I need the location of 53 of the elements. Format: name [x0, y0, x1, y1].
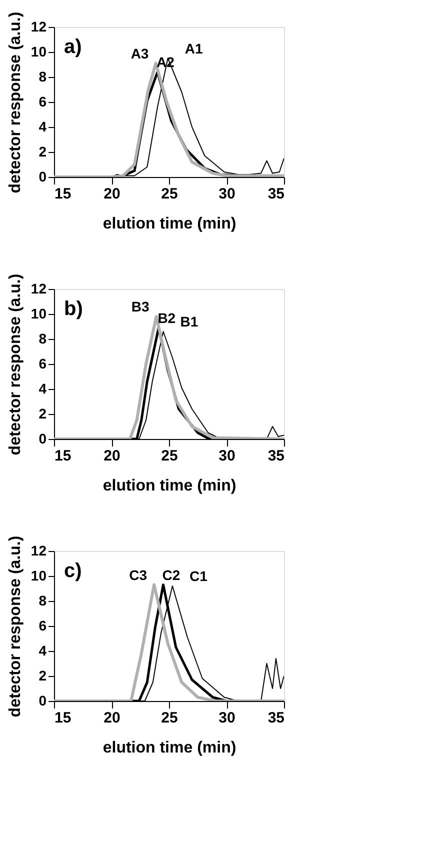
series-label: B2 — [158, 310, 176, 326]
x-tick-label: 35 — [268, 186, 284, 202]
x-tick-label: 25 — [161, 186, 178, 202]
y-tick-label: 8 — [38, 592, 47, 608]
y-tick-label: 4 — [38, 118, 47, 134]
series-label: C3 — [129, 566, 148, 583]
y-tick-label: 2 — [38, 406, 47, 422]
y-tick-label: 8 — [38, 330, 47, 346]
y-tick-label: 6 — [38, 94, 47, 110]
x-tick-label: 15 — [54, 448, 72, 464]
x-axis-title: elution time (min) — [102, 740, 236, 756]
y-tick-label: 10 — [30, 568, 47, 584]
y-tick-label: 2 — [38, 144, 47, 160]
y-axis-title: detector response (a.u.) — [6, 536, 24, 718]
x-tick-label: 30 — [218, 186, 236, 202]
x-tick-label: 20 — [104, 186, 120, 202]
series-label: C2 — [162, 566, 180, 583]
y-tick-label: 4 — [38, 642, 47, 658]
y-axis-title: detector response (a.u.) — [6, 12, 24, 194]
series-label: C1 — [189, 568, 208, 584]
x-axis-title: elution time (min) — [102, 478, 236, 494]
y-axis-title: detector response (a.u.) — [6, 274, 24, 456]
y-tick-label: 6 — [38, 356, 47, 372]
y-tick-label: 2 — [38, 668, 47, 684]
series-label: B1 — [180, 314, 198, 330]
x-tick-label: 25 — [161, 448, 178, 464]
series-label: A3 — [130, 45, 149, 62]
series-label: A1 — [184, 40, 204, 56]
y-tick-label: 12 — [30, 280, 47, 296]
x-tick-label: 30 — [218, 448, 236, 464]
x-axis-title: elution time (min) — [102, 216, 236, 232]
x-tick-label: 35 — [268, 710, 284, 726]
x-tick-label: 20 — [104, 448, 120, 464]
y-tick-label: 6 — [38, 618, 47, 634]
x-tick-label: 15 — [54, 186, 72, 202]
y-tick-label: 4 — [38, 380, 47, 396]
y-tick-label: 10 — [30, 44, 47, 60]
x-tick-label: 15 — [54, 710, 72, 726]
y-tick-label: 0 — [38, 430, 47, 446]
y-tick-label: 12 — [30, 542, 47, 558]
y-tick-label: 8 — [38, 68, 47, 84]
series-label: B3 — [131, 298, 150, 314]
annotation: c) — [64, 560, 82, 582]
y-tick-label: 0 — [38, 692, 47, 708]
x-tick-label: 25 — [161, 710, 178, 726]
x-tick-label: 30 — [218, 710, 236, 726]
x-tick-label: 35 — [268, 448, 284, 464]
y-tick-label: 0 — [38, 168, 47, 184]
y-tick-label: 12 — [30, 18, 47, 34]
annotation: a) — [64, 36, 82, 58]
y-tick-label: 10 — [30, 306, 47, 322]
annotation: b) — [64, 298, 83, 320]
x-tick-label: 20 — [104, 710, 120, 726]
